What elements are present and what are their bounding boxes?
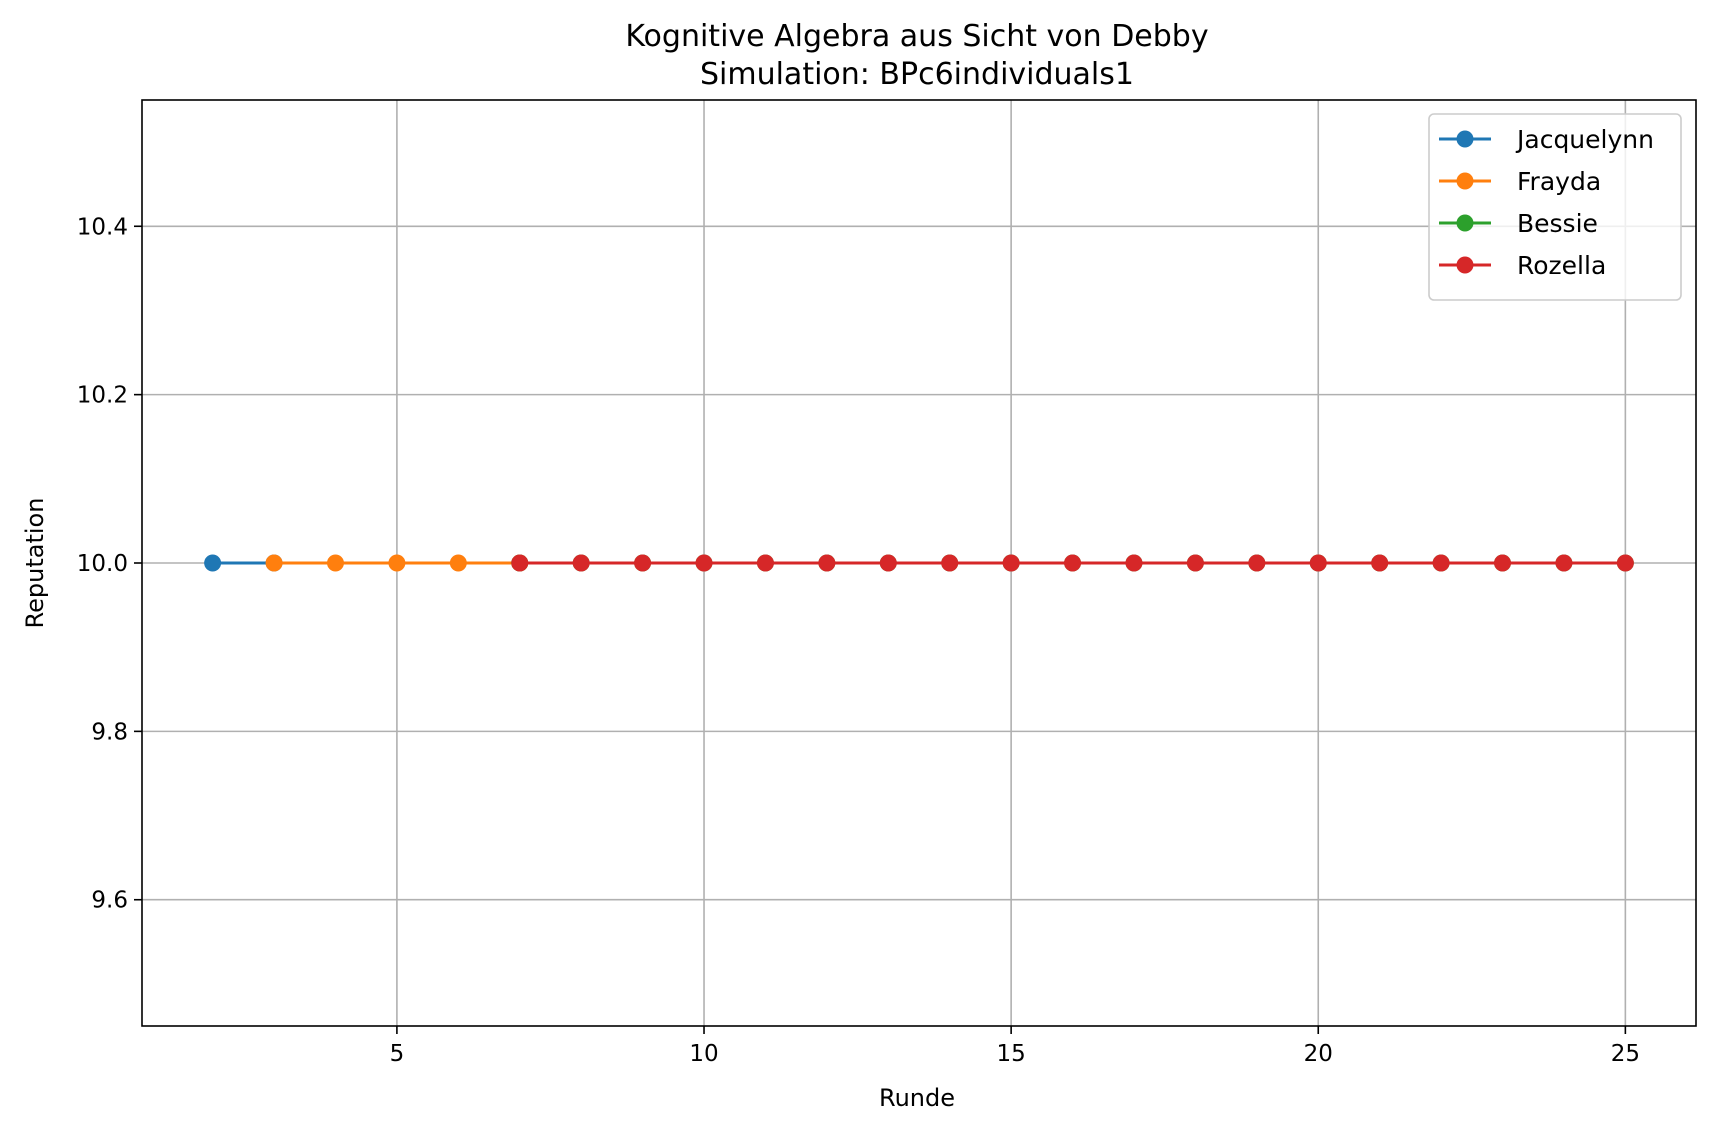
data-point-rozella	[1125, 554, 1143, 572]
series-layer	[204, 554, 1634, 572]
data-point-rozella	[1064, 554, 1082, 572]
data-point-rozella	[818, 554, 836, 572]
data-point-rozella	[1616, 554, 1634, 572]
data-point-rozella	[572, 554, 590, 572]
data-point-jacquelynn	[204, 554, 222, 572]
data-point-rozella	[634, 554, 652, 572]
y-tick-label: 9.8	[91, 719, 128, 745]
data-point-rozella	[1494, 554, 1512, 572]
x-tick-label: 5	[390, 1041, 405, 1067]
series-rozella	[511, 554, 1634, 572]
y-tick-label: 10.2	[77, 383, 128, 409]
data-point-frayda	[265, 554, 283, 572]
data-point-rozella	[511, 554, 529, 572]
data-point-rozella	[1371, 554, 1389, 572]
x-tick-label: 25	[1611, 1041, 1640, 1067]
data-point-rozella	[1248, 554, 1266, 572]
x-tick-label: 15	[996, 1041, 1025, 1067]
data-point-rozella	[1186, 554, 1204, 572]
data-point-frayda	[326, 554, 344, 572]
data-point-rozella	[1555, 554, 1573, 572]
legend-label-rozella: Rozella	[1517, 251, 1606, 280]
legend-item-frayda: Frayda	[1439, 167, 1601, 196]
y-tick-label: 9.6	[91, 888, 128, 914]
data-point-rozella	[695, 554, 713, 572]
axis-ticks: 5 10 15 20 25 9.6 9.8 10.0 10.2 10.4	[77, 214, 1640, 1067]
x-tick-label: 10	[689, 1041, 718, 1067]
legend-item-jacquelynn: Jacquelynn	[1439, 125, 1654, 154]
legend-marker-bessie	[1456, 214, 1474, 232]
data-point-rozella	[879, 554, 897, 572]
legend-item-rozella: Rozella	[1439, 251, 1606, 280]
x-axis-label: Runde	[879, 1084, 955, 1112]
legend-marker-jacquelynn	[1456, 130, 1474, 148]
legend-marker-frayda	[1456, 172, 1474, 190]
data-point-rozella	[1309, 554, 1327, 572]
legend-item-bessie: Bessie	[1439, 209, 1598, 238]
data-point-frayda	[449, 554, 467, 572]
y-axis-label: Reputation	[21, 498, 49, 629]
data-point-rozella	[941, 554, 959, 572]
legend: Jacquelynn Frayda Bessie Rozella	[1428, 113, 1682, 301]
x-tick-label: 20	[1304, 1041, 1333, 1067]
legend-label-bessie: Bessie	[1517, 209, 1598, 238]
data-point-frayda	[388, 554, 406, 572]
legend-label-frayda: Frayda	[1517, 167, 1601, 196]
data-point-rozella	[756, 554, 774, 572]
data-point-rozella	[1002, 554, 1020, 572]
legend-marker-rozella	[1456, 256, 1474, 274]
chart-title: Kognitive Algebra aus Sicht von Debby	[625, 19, 1208, 54]
y-tick-label: 10.0	[77, 551, 128, 577]
y-tick-label: 10.4	[77, 214, 128, 240]
legend-frame	[1428, 113, 1682, 301]
data-point-rozella	[1432, 554, 1450, 572]
chart-subtitle: Simulation: BPc6individuals1	[700, 57, 1134, 92]
legend-label-jacquelynn: Jacquelynn	[1515, 125, 1654, 154]
